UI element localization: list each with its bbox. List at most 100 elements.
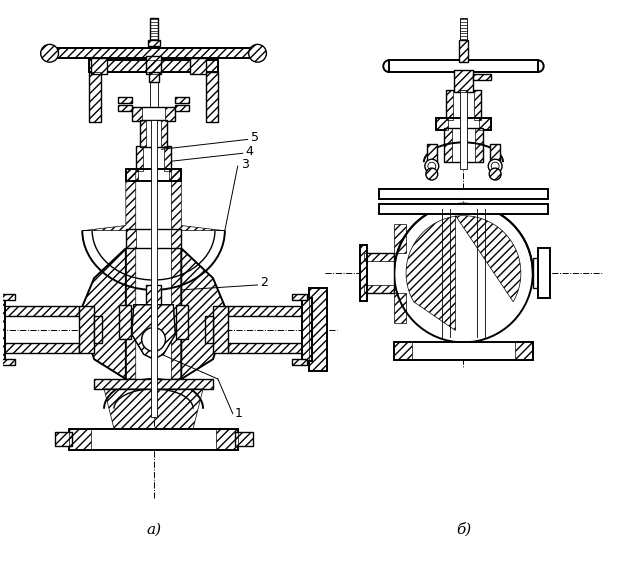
Bar xyxy=(175,97,189,103)
Bar xyxy=(55,433,73,446)
Text: б): б) xyxy=(456,522,471,537)
Bar xyxy=(118,105,132,111)
Bar xyxy=(89,72,101,121)
Circle shape xyxy=(488,159,502,173)
Bar xyxy=(0,306,79,316)
Bar xyxy=(309,288,327,371)
Bar xyxy=(460,90,468,169)
Bar xyxy=(458,40,468,62)
Bar xyxy=(360,246,368,301)
Bar xyxy=(235,433,253,446)
Bar xyxy=(453,70,473,92)
Bar xyxy=(150,17,158,42)
Bar xyxy=(460,17,468,40)
Bar xyxy=(136,146,171,171)
Bar xyxy=(453,70,473,92)
Bar xyxy=(446,90,453,120)
Bar xyxy=(151,120,156,416)
Bar xyxy=(216,429,238,450)
Bar xyxy=(474,90,481,120)
Bar xyxy=(427,144,437,166)
Bar xyxy=(365,285,394,293)
Circle shape xyxy=(248,44,266,62)
Text: 3: 3 xyxy=(241,158,248,171)
Bar xyxy=(176,305,188,339)
Bar xyxy=(394,342,412,360)
Bar xyxy=(427,144,437,166)
Bar xyxy=(533,258,541,288)
Bar xyxy=(443,128,451,162)
Bar xyxy=(365,253,394,261)
Bar xyxy=(94,379,213,389)
Bar xyxy=(146,56,161,74)
Bar xyxy=(161,120,168,147)
Bar xyxy=(302,298,312,361)
Circle shape xyxy=(491,162,499,170)
Bar xyxy=(148,40,160,46)
Bar xyxy=(91,58,107,74)
Bar xyxy=(490,144,500,166)
Bar xyxy=(190,58,206,74)
Bar xyxy=(165,107,175,121)
Bar xyxy=(148,72,158,82)
Polygon shape xyxy=(132,305,175,359)
Circle shape xyxy=(41,44,58,62)
Bar xyxy=(213,306,228,353)
Bar xyxy=(0,343,79,353)
Bar xyxy=(0,298,5,361)
Bar xyxy=(140,120,146,147)
Bar xyxy=(479,117,491,129)
Bar xyxy=(205,316,213,343)
Bar xyxy=(126,229,181,248)
Bar xyxy=(292,294,307,300)
Bar xyxy=(490,144,500,166)
Bar xyxy=(475,128,483,162)
Bar xyxy=(146,56,161,74)
Bar xyxy=(446,90,481,120)
Text: 2: 2 xyxy=(260,277,268,289)
Bar xyxy=(228,306,307,316)
Bar xyxy=(132,107,175,121)
Bar xyxy=(360,246,368,301)
Bar xyxy=(515,342,533,360)
Polygon shape xyxy=(79,248,126,379)
Bar xyxy=(165,146,171,171)
Circle shape xyxy=(394,204,533,342)
Bar xyxy=(171,229,181,248)
Text: 4: 4 xyxy=(246,145,253,158)
Bar xyxy=(538,248,550,298)
Bar xyxy=(0,359,15,365)
Bar xyxy=(394,342,533,360)
Bar xyxy=(389,60,538,72)
Bar xyxy=(206,72,218,121)
Bar xyxy=(458,40,468,62)
Bar xyxy=(170,169,181,181)
Bar xyxy=(292,359,307,365)
Bar xyxy=(146,285,161,315)
Bar xyxy=(70,429,238,450)
Circle shape xyxy=(428,162,436,170)
Bar xyxy=(175,105,189,111)
Circle shape xyxy=(426,168,438,180)
Bar xyxy=(136,146,143,171)
Bar xyxy=(50,48,258,58)
Bar xyxy=(379,204,548,214)
Bar xyxy=(206,72,218,121)
Bar xyxy=(126,169,138,181)
Bar xyxy=(89,60,218,72)
Circle shape xyxy=(425,159,438,173)
Bar xyxy=(443,128,483,162)
Text: а): а) xyxy=(146,523,161,537)
Bar xyxy=(79,306,94,353)
Bar xyxy=(94,316,102,343)
Bar xyxy=(235,433,253,446)
Bar xyxy=(379,189,548,199)
Bar xyxy=(228,343,307,353)
Bar xyxy=(0,298,5,361)
Polygon shape xyxy=(365,253,394,293)
Bar xyxy=(118,97,132,103)
Polygon shape xyxy=(181,248,228,379)
Bar xyxy=(473,74,491,80)
Bar xyxy=(119,305,131,339)
Bar xyxy=(436,117,491,129)
